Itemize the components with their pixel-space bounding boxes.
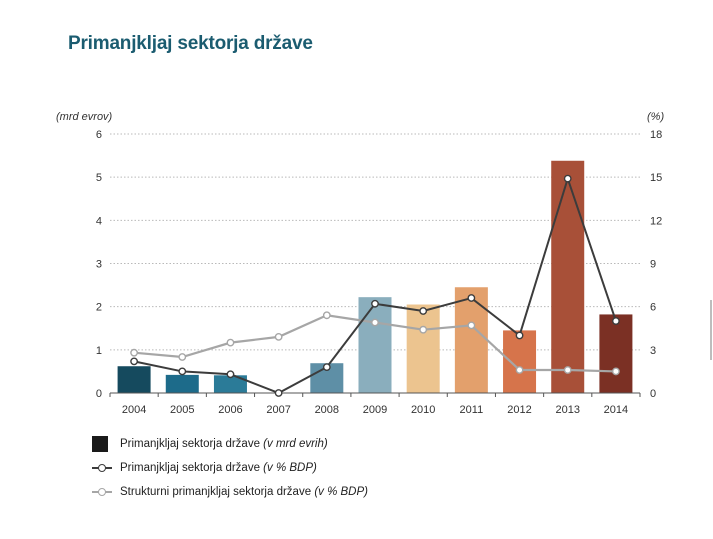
right-tick-label: 18 bbox=[650, 129, 662, 141]
right-tick-label: 6 bbox=[650, 302, 656, 314]
left-tick-label: 6 bbox=[96, 129, 102, 141]
structural-point-2005 bbox=[178, 353, 187, 361]
x-tick-label-2010: 2010 bbox=[411, 404, 435, 416]
legend-suffix: (v % BDP) bbox=[314, 486, 368, 498]
right-tick-label: 0 bbox=[650, 388, 656, 400]
deficit-pct-point-2013 bbox=[563, 174, 572, 183]
structural-point-2010 bbox=[419, 325, 428, 334]
structural-point-2014 bbox=[612, 367, 620, 376]
bar-2006 bbox=[213, 375, 247, 393]
bar-2010 bbox=[406, 304, 440, 393]
legend-bar-swatch bbox=[92, 436, 112, 452]
deficit-pct-point-2007 bbox=[274, 389, 283, 397]
x-tick-label-2006: 2006 bbox=[218, 404, 242, 416]
page-edge-divider bbox=[710, 300, 712, 360]
legend-line-dark-swatch bbox=[92, 460, 112, 476]
x-tick-label-2012: 2012 bbox=[507, 404, 531, 416]
bar-2004 bbox=[117, 366, 151, 393]
bar-2013 bbox=[551, 160, 585, 393]
bar-2005 bbox=[165, 374, 199, 393]
left-axis-unit: (mrd evrov) bbox=[56, 111, 113, 123]
structural-point-2012 bbox=[515, 366, 524, 374]
chart-legend: Primanjkljaj sektorja države (v mrd evri… bbox=[92, 436, 368, 508]
left-tick-label: 3 bbox=[96, 259, 102, 271]
structural-point-2006 bbox=[226, 338, 235, 347]
left-tick-label: 0 bbox=[96, 388, 102, 400]
left-tick-label: 2 bbox=[96, 302, 102, 314]
bar-2014 bbox=[599, 314, 633, 393]
bar-2011 bbox=[454, 287, 488, 393]
deficit-pct-point-2009 bbox=[371, 299, 379, 308]
x-tick-label-2013: 2013 bbox=[555, 404, 579, 416]
bar-2009 bbox=[358, 297, 392, 393]
structural-point-2013 bbox=[563, 366, 572, 374]
legend-item-line-light: Strukturni primanjkljaj sektorja države … bbox=[92, 484, 368, 500]
legend-label: Primanjkljaj sektorja države (v % BDP) bbox=[120, 462, 317, 474]
x-tick-label-2004: 2004 bbox=[122, 404, 146, 416]
structural-point-2008 bbox=[322, 311, 331, 320]
legend-item-bar: Primanjkljaj sektorja države (v mrd evri… bbox=[92, 436, 368, 452]
deficit-pct-point-2005 bbox=[178, 367, 187, 376]
legend-text: Strukturni primanjkljaj sektorja države bbox=[120, 486, 312, 498]
x-tick-label-2008: 2008 bbox=[315, 404, 339, 416]
deficit-pct-point-2008 bbox=[322, 363, 331, 371]
deficit-pct-point-2014 bbox=[612, 317, 620, 325]
deficit-pct-point-2010 bbox=[419, 307, 428, 315]
x-tick-label-2011: 2011 bbox=[460, 404, 484, 416]
legend-label: Primanjkljaj sektorja države (v mrd evri… bbox=[120, 438, 328, 450]
structural-point-2009 bbox=[371, 318, 379, 327]
legend-suffix: (v % BDP) bbox=[263, 462, 317, 474]
legend-suffix: (v mrd evrih) bbox=[263, 438, 328, 450]
right-axis-unit: (%) bbox=[647, 111, 665, 123]
legend-text: Primanjkljaj sektorja države bbox=[120, 462, 260, 474]
right-tick-label: 15 bbox=[650, 172, 662, 184]
x-tick-label-2009: 2009 bbox=[363, 404, 387, 416]
x-tick-label-2007: 2007 bbox=[266, 404, 290, 416]
left-tick-label: 5 bbox=[96, 172, 102, 184]
left-tick-label: 4 bbox=[96, 215, 102, 227]
chart-title: Primanjkljaj sektorja države bbox=[68, 33, 313, 54]
right-tick-label: 9 bbox=[650, 259, 656, 271]
deficit-pct-point-2011 bbox=[467, 294, 476, 302]
bar-2012 bbox=[503, 330, 537, 393]
legend-label: Strukturni primanjkljaj sektorja države … bbox=[120, 486, 368, 498]
legend-line-light-swatch bbox=[92, 484, 112, 500]
deficit-pct-point-2004 bbox=[130, 357, 138, 366]
legend-item-line-dark: Primanjkljaj sektorja države (v % BDP) bbox=[92, 460, 368, 476]
x-tick-label-2014: 2014 bbox=[604, 404, 628, 416]
right-tick-label: 3 bbox=[650, 345, 656, 357]
legend-text: Primanjkljaj sektorja države bbox=[120, 438, 260, 450]
deficit-pct-point-2006 bbox=[226, 370, 235, 379]
left-tick-label: 1 bbox=[96, 345, 102, 357]
right-tick-label: 12 bbox=[650, 215, 662, 227]
x-tick-label-2005: 2005 bbox=[170, 404, 194, 416]
structural-point-2004 bbox=[130, 348, 138, 357]
structural-point-2011 bbox=[467, 321, 476, 330]
deficit-pct-point-2012 bbox=[515, 331, 524, 340]
structural-point-2007 bbox=[274, 332, 283, 341]
